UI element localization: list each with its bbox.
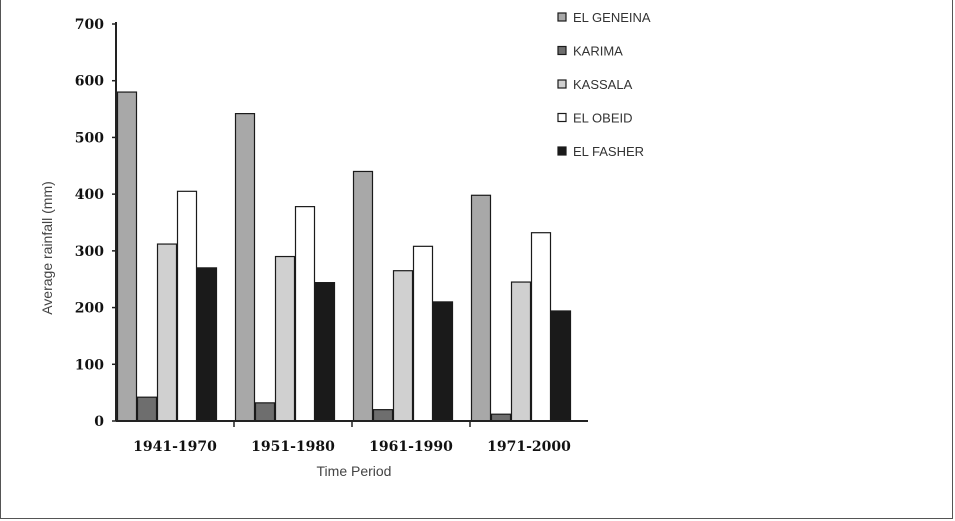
bar bbox=[490, 413, 512, 422]
x-tick-label: 1971-2000 bbox=[487, 439, 571, 455]
bar bbox=[352, 170, 374, 422]
legend-swatch bbox=[557, 146, 567, 156]
bar bbox=[234, 113, 256, 422]
legend-swatch bbox=[557, 112, 567, 123]
bar bbox=[550, 310, 572, 422]
legend: EL GENEINA KARIMA KASSALA EL OBEID EL FASHER bbox=[557, 10, 651, 159]
bar bbox=[176, 190, 198, 422]
legend-swatch bbox=[557, 79, 567, 89]
x-ticks-group: 1941-1970 1951-1980 1961-1990 1971-2000 bbox=[133, 421, 571, 455]
bar bbox=[470, 194, 492, 422]
y-tick-label: 600 bbox=[75, 74, 104, 90]
x-axis-label: Time Period bbox=[317, 463, 392, 479]
bar bbox=[412, 245, 434, 422]
bar bbox=[392, 270, 414, 422]
x-tick-label: 1941-1970 bbox=[133, 439, 217, 455]
bar bbox=[136, 396, 158, 422]
legend-label: EL OBEID bbox=[573, 111, 632, 126]
legend-label: EL FASHER bbox=[573, 144, 644, 159]
y-tick-label: 400 bbox=[75, 187, 104, 203]
legend-swatch bbox=[557, 45, 567, 56]
bar bbox=[510, 281, 532, 422]
bar bbox=[274, 255, 296, 422]
y-tick-label: 300 bbox=[75, 244, 104, 260]
y-tick-label: 200 bbox=[75, 301, 104, 317]
legend-label: KARIMA bbox=[573, 44, 623, 59]
bar bbox=[372, 409, 394, 422]
y-tick-label: 0 bbox=[94, 414, 104, 430]
y-ticks-group: 0 100 200 300 400 500 600 700 bbox=[75, 17, 116, 430]
legend-swatch bbox=[557, 12, 567, 22]
y-tick-label: 100 bbox=[75, 357, 104, 373]
bar bbox=[116, 91, 138, 422]
y-tick-label: 700 bbox=[75, 17, 104, 33]
x-tick-label: 1951-1980 bbox=[251, 439, 335, 455]
bar bbox=[314, 282, 336, 422]
bar bbox=[432, 301, 454, 422]
bar bbox=[156, 243, 178, 422]
x-tick-label: 1961-1990 bbox=[369, 439, 453, 455]
y-tick-label: 500 bbox=[75, 130, 104, 146]
legend-label: KASSALA bbox=[573, 77, 633, 92]
y-axis-label: Average rainfall (mm) bbox=[39, 181, 55, 315]
bar bbox=[294, 206, 316, 422]
bar bbox=[254, 402, 276, 422]
bars-group bbox=[116, 91, 572, 422]
bar bbox=[196, 267, 218, 422]
legend-label: EL GENEINA bbox=[573, 10, 651, 25]
bar bbox=[530, 232, 552, 422]
